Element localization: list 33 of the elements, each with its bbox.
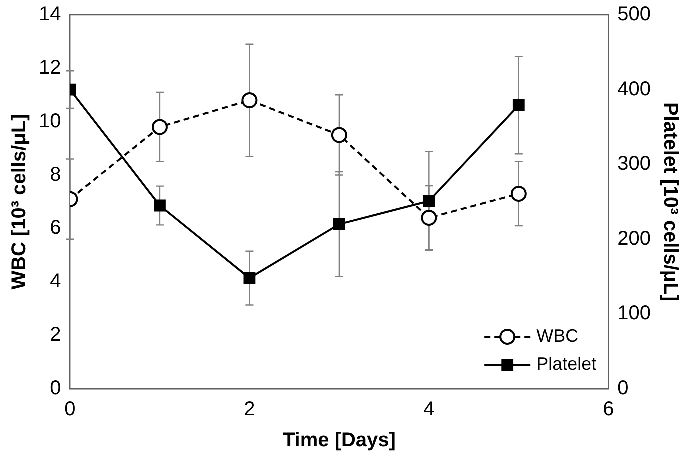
y2-tick-label: 400 [618, 78, 652, 100]
point [512, 100, 525, 112]
point [333, 218, 346, 230]
x-tick-label: 6 [603, 398, 614, 421]
x-tick-label: 0 [64, 398, 76, 421]
y-tick-label: 14 [38, 4, 62, 26]
x-tick-label: 2 [244, 398, 256, 421]
y2-tick-label: 500 [618, 4, 652, 26]
point [152, 119, 168, 136]
legend-label: Platelet [536, 354, 597, 374]
y-tick-label: 12 [38, 56, 62, 79]
y-tick-label: 0 [50, 378, 62, 400]
point [331, 127, 348, 144]
point [421, 210, 438, 226]
y2-axis-title: Platelet [10³ cells/μL] [659, 102, 682, 302]
y-tick-label: 8 [50, 164, 62, 186]
point [154, 200, 166, 212]
point [510, 186, 527, 202]
point [244, 272, 256, 284]
point [242, 92, 258, 108]
y2-tick-label: 300 [618, 153, 652, 176]
y2-tick-label: 100 [618, 302, 652, 325]
y-tick-label: 2 [50, 324, 62, 346]
x-tick-label: 4 [424, 398, 435, 421]
y2-tick-label: 0 [618, 378, 629, 400]
x-axis-title: Time [Days] [282, 430, 396, 452]
y-axis-title: WBC [10³ cells/μL] [8, 114, 31, 290]
y-tick-label: 6 [50, 217, 62, 240]
y-tick-label: 10 [38, 110, 62, 132]
point [423, 195, 436, 208]
y-tick-label: 4 [50, 270, 62, 293]
y2-tick-label: 200 [618, 228, 652, 250]
legend-label: WBC [536, 326, 579, 346]
